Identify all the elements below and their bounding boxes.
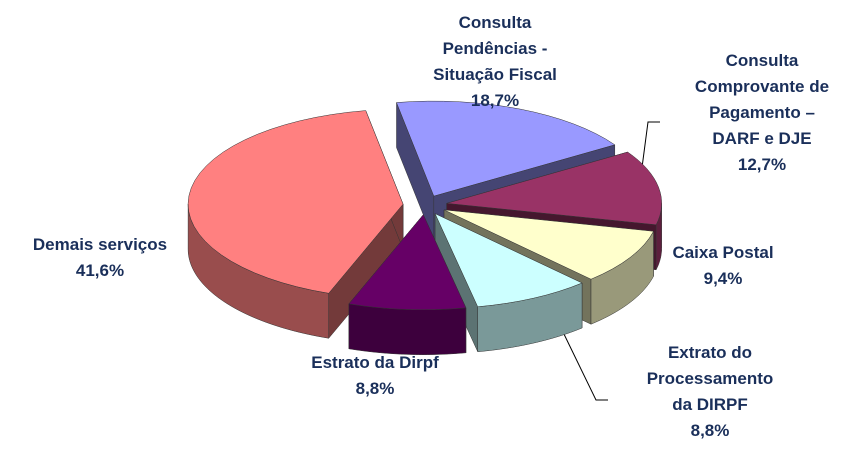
slice-label: Estrato da Dirpf <box>311 353 439 372</box>
slice-value-label: 41,6% <box>75 261 125 280</box>
slice <box>348 214 467 310</box>
slice-label: Consulta Comprovante de Pagamento – DARF… <box>694 51 830 148</box>
slice-label: Consulta Pendências - Situação Fiscal <box>433 13 557 84</box>
slice-value-label: 12,7% <box>737 155 787 174</box>
slice-value-label: 8,8% <box>355 379 395 398</box>
slice <box>396 100 616 197</box>
slice-label: Extrato do Processamento da DIRPF <box>646 343 774 414</box>
slice <box>446 151 662 226</box>
slice-label: Demais serviços <box>32 235 168 254</box>
slice-value-label: 9,4% <box>703 269 743 288</box>
slice-wall <box>348 303 467 355</box>
slice <box>443 209 654 280</box>
slice-value-label: 18,7% <box>470 91 520 110</box>
slice <box>187 110 404 294</box>
slice-value-label: 8,8% <box>690 421 730 440</box>
slice <box>434 213 583 308</box>
slice-label: Caixa Postal <box>672 243 774 262</box>
leader-line <box>561 329 608 401</box>
